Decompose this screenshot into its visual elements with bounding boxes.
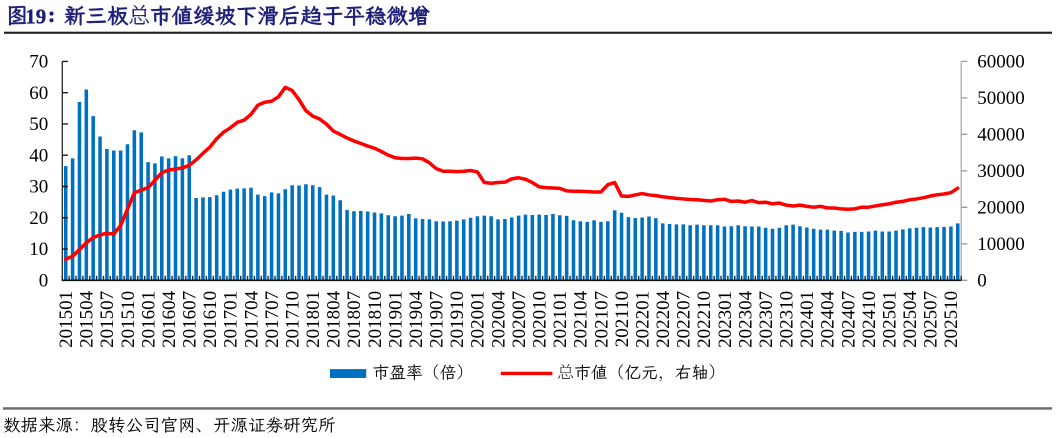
svg-text:202504: 202504 (900, 290, 921, 348)
svg-text:201701: 201701 (221, 291, 242, 348)
svg-text:201607: 201607 (180, 291, 201, 348)
svg-text:40000: 40000 (977, 125, 1024, 146)
svg-text:202001: 202001 (468, 291, 489, 348)
svg-text:201704: 201704 (241, 290, 262, 348)
svg-text:202301: 202301 (715, 291, 736, 348)
svg-text:201707: 201707 (262, 291, 283, 348)
svg-text:60: 60 (29, 83, 48, 104)
svg-text:60000: 60000 (977, 52, 1024, 73)
svg-text:202404: 202404 (818, 290, 839, 348)
svg-text:70: 70 (29, 52, 48, 73)
svg-text:201710: 201710 (282, 291, 303, 348)
svg-text:201510: 201510 (118, 291, 139, 348)
svg-text:201807: 201807 (344, 291, 365, 348)
svg-text:40: 40 (29, 145, 48, 166)
svg-text:202507: 202507 (921, 291, 942, 348)
svg-text:201501: 201501 (56, 291, 77, 348)
svg-text:202104: 202104 (571, 290, 592, 348)
svg-text:202307: 202307 (756, 291, 777, 348)
svg-text:202004: 202004 (488, 290, 509, 348)
svg-text:0: 0 (977, 271, 987, 292)
svg-text:202204: 202204 (653, 290, 674, 348)
svg-text:30000: 30000 (977, 161, 1024, 182)
svg-text:10: 10 (29, 239, 48, 260)
svg-text:19: 19 (25, 4, 46, 28)
svg-text:202007: 202007 (509, 291, 530, 348)
svg-text:202510: 202510 (941, 291, 962, 348)
svg-text:202110: 202110 (612, 291, 633, 347)
svg-text:202207: 202207 (674, 291, 695, 348)
svg-text:201810: 201810 (365, 291, 386, 348)
svg-text:201504: 201504 (77, 290, 98, 348)
svg-text:202310: 202310 (777, 291, 798, 348)
svg-text:0: 0 (39, 271, 49, 292)
svg-text:202401: 202401 (797, 291, 818, 348)
svg-text:202010: 202010 (530, 291, 551, 348)
svg-text:30: 30 (29, 177, 48, 198)
svg-text:202101: 202101 (550, 291, 571, 348)
svg-text:201907: 201907 (427, 291, 448, 348)
svg-text:50000: 50000 (977, 88, 1024, 109)
svg-text:202407: 202407 (838, 291, 859, 348)
svg-text:202201: 202201 (632, 291, 653, 348)
svg-text:201610: 201610 (200, 291, 221, 348)
svg-text:201601: 201601 (138, 291, 159, 348)
svg-text:201604: 201604 (159, 290, 180, 348)
svg-text:201507: 201507 (97, 291, 118, 348)
svg-text:201904: 201904 (406, 290, 427, 348)
svg-text:20000: 20000 (977, 198, 1024, 219)
svg-text:202107: 202107 (591, 291, 612, 348)
svg-text:202410: 202410 (859, 291, 880, 348)
svg-text:201804: 201804 (324, 290, 345, 348)
svg-text:201801: 201801 (303, 291, 324, 348)
svg-text:202501: 202501 (879, 291, 900, 348)
svg-text:202210: 202210 (694, 291, 715, 348)
svg-text:201901: 201901 (385, 291, 406, 348)
svg-text:20: 20 (29, 208, 48, 229)
svg-text:50: 50 (29, 114, 48, 135)
svg-text:10000: 10000 (977, 234, 1024, 255)
svg-text:202304: 202304 (735, 290, 756, 348)
svg-text:201910: 201910 (447, 291, 468, 348)
